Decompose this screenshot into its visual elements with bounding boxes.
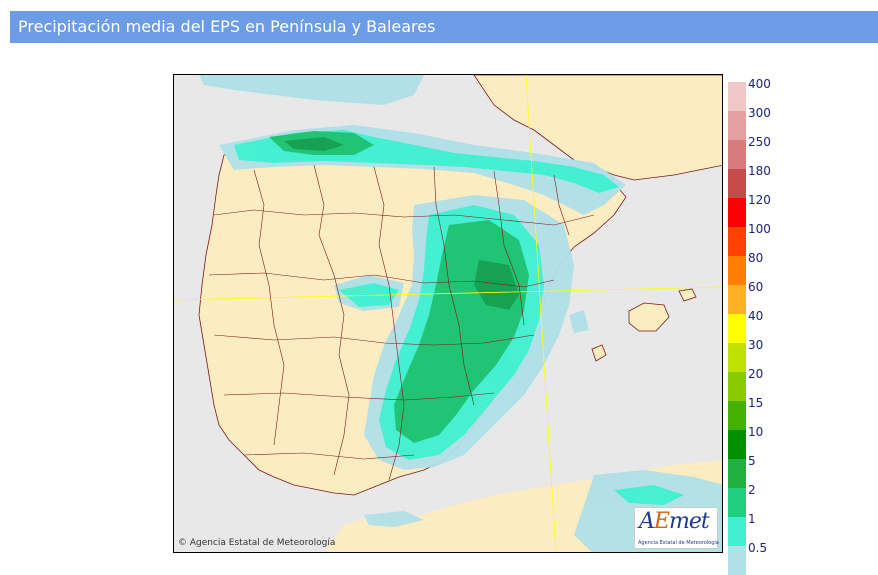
legend-label: 10 bbox=[748, 425, 764, 439]
land-menorca bbox=[678, 288, 697, 302]
legend-label: 120 bbox=[748, 193, 771, 207]
precip-10-mm bbox=[284, 137, 519, 310]
legend-label: 40 bbox=[748, 309, 764, 323]
legend-swatch bbox=[728, 82, 746, 111]
legend-label: 20 bbox=[748, 367, 764, 381]
legend-swatch bbox=[728, 140, 746, 169]
legend-swatch bbox=[728, 198, 746, 227]
legend-swatch bbox=[728, 343, 746, 372]
legend-label: 2 bbox=[748, 483, 756, 497]
legend-label: 180 bbox=[748, 164, 771, 178]
legend-label: 0.5 bbox=[748, 541, 768, 555]
legend-swatch bbox=[728, 314, 746, 343]
map-canvas bbox=[174, 75, 722, 552]
legend-swatch bbox=[728, 430, 746, 459]
legend-label: 400 bbox=[748, 77, 771, 91]
legend-label: 250 bbox=[748, 135, 771, 149]
legend-label: 60 bbox=[748, 280, 764, 294]
land-ibiza bbox=[591, 344, 607, 362]
legend-label: 100 bbox=[748, 222, 771, 236]
legend-label: 300 bbox=[748, 106, 771, 120]
precipitation-legend bbox=[728, 82, 746, 575]
legend-swatch bbox=[728, 488, 746, 517]
legend-swatch bbox=[728, 546, 746, 575]
legend-swatch bbox=[728, 459, 746, 488]
page-header: Precipitación media del EPS en Península… bbox=[10, 11, 878, 43]
province-borders bbox=[208, 164, 595, 481]
legend-label: 80 bbox=[748, 251, 764, 265]
legend-swatch bbox=[728, 517, 746, 546]
legend-label: 15 bbox=[748, 396, 764, 410]
aemet-logo: AEmet Agencia Estatal de Meteorología bbox=[634, 507, 719, 549]
precipitation-map: © Agencia Estatal de Meteorología AEmet … bbox=[173, 74, 723, 553]
legend-swatch bbox=[728, 169, 746, 198]
legend-label: 1 bbox=[748, 512, 756, 526]
legend-swatch bbox=[728, 401, 746, 430]
aemet-logo-mark: AEmet bbox=[639, 509, 710, 534]
legend-swatch bbox=[728, 256, 746, 285]
land-mallorca bbox=[628, 302, 670, 332]
legend-swatch bbox=[728, 372, 746, 401]
aemet-logo-subtitle: Agencia Estatal de Meteorología bbox=[638, 540, 719, 546]
legend-swatch bbox=[728, 285, 746, 314]
legend-swatch bbox=[728, 227, 746, 256]
legend-label: 5 bbox=[748, 454, 756, 468]
legend-swatch bbox=[728, 111, 746, 140]
page-title: Precipitación media del EPS en Península… bbox=[18, 17, 436, 36]
legend-label: 30 bbox=[748, 338, 764, 352]
graticule bbox=[174, 75, 722, 552]
map-copyright: © Agencia Estatal de Meteorología bbox=[178, 538, 336, 548]
